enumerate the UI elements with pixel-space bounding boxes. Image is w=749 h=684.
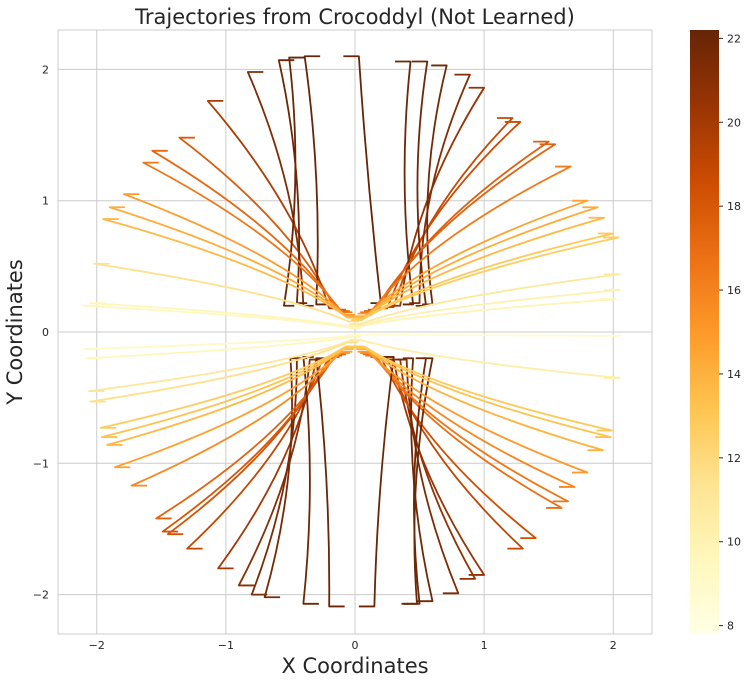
trajectory-line — [99, 345, 357, 429]
trajectory-line — [93, 262, 359, 323]
trajectory-line — [347, 333, 622, 337]
trajectory-line — [389, 86, 486, 307]
trajectory-line — [263, 357, 301, 599]
trajectory-line — [389, 358, 476, 580]
trajectory-line — [101, 346, 355, 438]
trajectory-line — [349, 273, 621, 326]
trajectory-line — [89, 341, 358, 403]
x-tick-label: −1 — [218, 639, 234, 652]
y-tick-label: −2 — [33, 589, 49, 602]
trajectory-line — [367, 140, 550, 311]
y-axis-label: Y Coordinates — [3, 259, 27, 406]
trajectory-line — [89, 302, 361, 328]
trajectory-line — [113, 350, 353, 469]
x-tick-label: 1 — [481, 639, 488, 652]
trajectory-line — [355, 206, 599, 318]
trajectory-line — [370, 356, 537, 540]
trajectory-line — [383, 117, 514, 308]
x-tick-label: −2 — [89, 639, 105, 652]
colorbar-tick-label: 16 — [727, 284, 741, 297]
trajectory-line — [422, 64, 448, 306]
trajectory-line — [186, 357, 334, 550]
x-tick-label: 0 — [352, 639, 359, 652]
trajectory-line — [315, 357, 345, 608]
trajectory-line — [343, 55, 382, 305]
trajectory-line — [88, 340, 359, 392]
trajectory-line — [347, 298, 617, 328]
y-tick-label: 0 — [42, 326, 49, 339]
trajectory-lines — [82, 55, 622, 608]
trajectory-line — [357, 350, 589, 474]
trajectory-line — [396, 358, 460, 595]
colorbar-tick-label: 20 — [727, 116, 741, 129]
trajectory-line — [122, 193, 355, 316]
trajectory-line — [357, 199, 589, 315]
trajectory-line — [155, 353, 346, 520]
trajectory-line — [142, 161, 353, 314]
trajectory-line — [351, 236, 620, 322]
trajectory-line — [82, 304, 362, 329]
colorbar-tick-label: 12 — [727, 452, 741, 465]
trajectory-line — [85, 336, 361, 360]
trajectory-line — [217, 358, 327, 570]
trajectory-line — [360, 165, 572, 314]
trajectory-line — [106, 348, 354, 446]
trajectory-line — [411, 60, 429, 307]
chart-title: Trajectories from Crocoddyl (Not Learned… — [134, 5, 575, 29]
y-tick-label: −1 — [33, 457, 49, 470]
trajectory-line — [358, 356, 395, 608]
trajectory-line — [302, 356, 319, 605]
trajectory-line — [348, 289, 621, 327]
plot-frame — [57, 29, 653, 635]
trajectory-line — [283, 56, 305, 307]
colorbar-ticks: 8 10 12 14 16 18 20 22 — [719, 32, 741, 633]
x-tick-label: 2 — [610, 639, 617, 652]
x-axis-label: X Coordinates — [281, 654, 428, 678]
trajectory-line — [355, 346, 612, 438]
y-tick-label: 1 — [42, 195, 49, 208]
trajectory-line — [108, 206, 357, 318]
y-tick-labels: −2 −1 0 1 2 — [33, 63, 49, 601]
trajectory-line — [401, 357, 434, 605]
colorbar-tick-label: 18 — [727, 200, 741, 213]
trajectory-line — [353, 216, 606, 319]
colorbar-tick-label: 10 — [727, 536, 741, 549]
trajectory-line — [303, 55, 327, 306]
colorbar-tick-label: 8 — [727, 620, 734, 633]
y-tick-label: 2 — [42, 63, 49, 76]
trajectory-line — [130, 352, 350, 487]
trajectory-line — [82, 335, 362, 350]
trajectory-line — [356, 348, 604, 452]
colorbar-tick-label: 14 — [727, 368, 741, 381]
colorbar-tick-label: 22 — [727, 32, 741, 45]
trajectory-line — [353, 345, 613, 432]
grid-lines — [58, 30, 652, 634]
x-tick-labels: −2 −1 0 1 2 — [89, 639, 617, 652]
trajectory-line — [102, 218, 358, 319]
colorbar — [690, 30, 719, 634]
trajectory-line — [349, 338, 621, 379]
